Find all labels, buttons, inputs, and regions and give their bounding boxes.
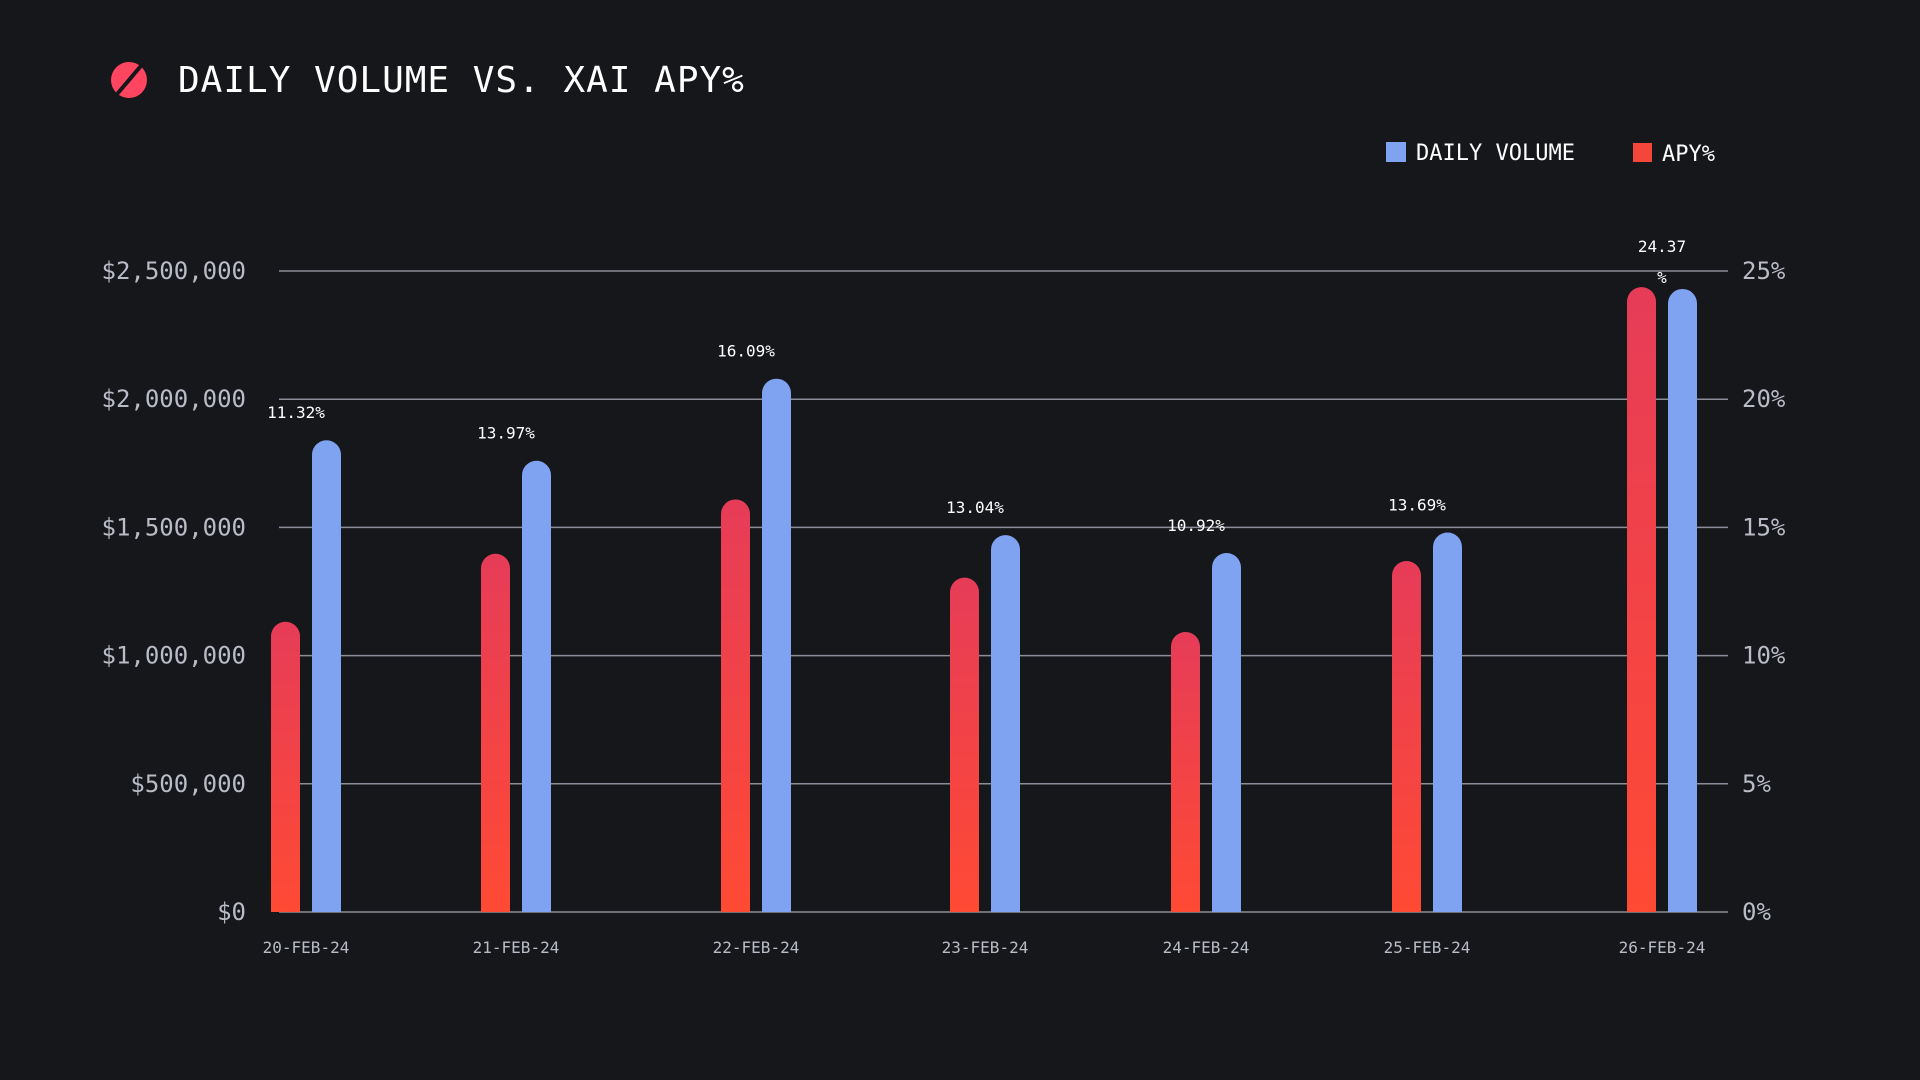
volume-bar [1668,288,1697,912]
y-left-tick: $1,000,000 [102,642,247,670]
y-right-tick: 0% [1742,898,1771,926]
x-axis: 20-FEB-24 21-FEB-24 22-FEB-24 23-FEB-24 24-F… [263,938,1706,957]
apy-data-label: 13.69% [1388,496,1446,515]
x-tick-label: 21-FEB-24 [473,938,560,957]
bars [271,287,1697,912]
y-left-tick: $2,500,000 [102,257,247,285]
volume-bar [522,460,551,912]
apy-data-label-suffix: % [1657,268,1667,287]
apy-data-label: 24.37 [1638,237,1686,256]
apy-bar [1171,632,1200,912]
apy-bar [1392,560,1421,912]
data-labels: 11.32% 13.97% 16.09% 13.04% 10.92% 13.69% 24.3… [267,237,1686,535]
y-right-tick: 15% [1742,513,1786,541]
apy-bar [950,577,979,912]
x-tick-label: 22-FEB-24 [713,938,800,957]
apy-bar [271,621,300,912]
apy-data-label: 13.97% [477,424,535,443]
y-right-tick: 25% [1742,257,1786,285]
left-y-axis: $0 $500,000 $1,000,000 $1,500,000 $2,000… [102,257,247,926]
legend-volume-label: DAILY VOLUME [1416,141,1575,166]
apy-data-label: 16.09% [717,342,775,361]
y-left-tick: $2,000,000 [102,385,247,413]
apy-data-label: 10.92% [1167,516,1225,535]
apy-bar [1627,287,1656,912]
legend-apy-label: APY% [1662,142,1715,167]
volume-bar [1433,532,1462,912]
logo-icon [111,62,147,98]
y-left-tick: $1,500,000 [102,513,247,541]
y-left-tick: $0 [217,898,246,926]
legend: DAILY VOLUME APY% [1386,141,1715,167]
volume-bar [1212,553,1241,912]
volume-bar [312,440,341,912]
volume-bar [991,535,1020,912]
y-right-tick: 20% [1742,385,1786,413]
apy-data-label: 11.32% [267,403,325,422]
x-tick-label: 24-FEB-24 [1163,938,1250,957]
right-y-axis: 0% 5% 10% 15% 20% 25% [1742,257,1786,926]
x-tick-label: 20-FEB-24 [263,938,350,957]
apy-data-label: 13.04% [946,498,1004,517]
y-left-tick: $500,000 [130,770,246,798]
y-right-tick: 10% [1742,642,1786,670]
chart-title: DAILY VOLUME VS. XAI APY% [178,60,745,101]
volume-bar [762,378,791,912]
apy-bar [481,553,510,912]
legend-apy-swatch [1633,143,1652,162]
y-right-tick: 5% [1742,770,1771,798]
x-tick-label: 25-FEB-24 [1384,938,1471,957]
apy-bar [721,499,750,912]
x-tick-label: 26-FEB-24 [1619,938,1706,957]
x-tick-label: 23-FEB-24 [942,938,1029,957]
legend-volume-swatch [1386,142,1406,162]
